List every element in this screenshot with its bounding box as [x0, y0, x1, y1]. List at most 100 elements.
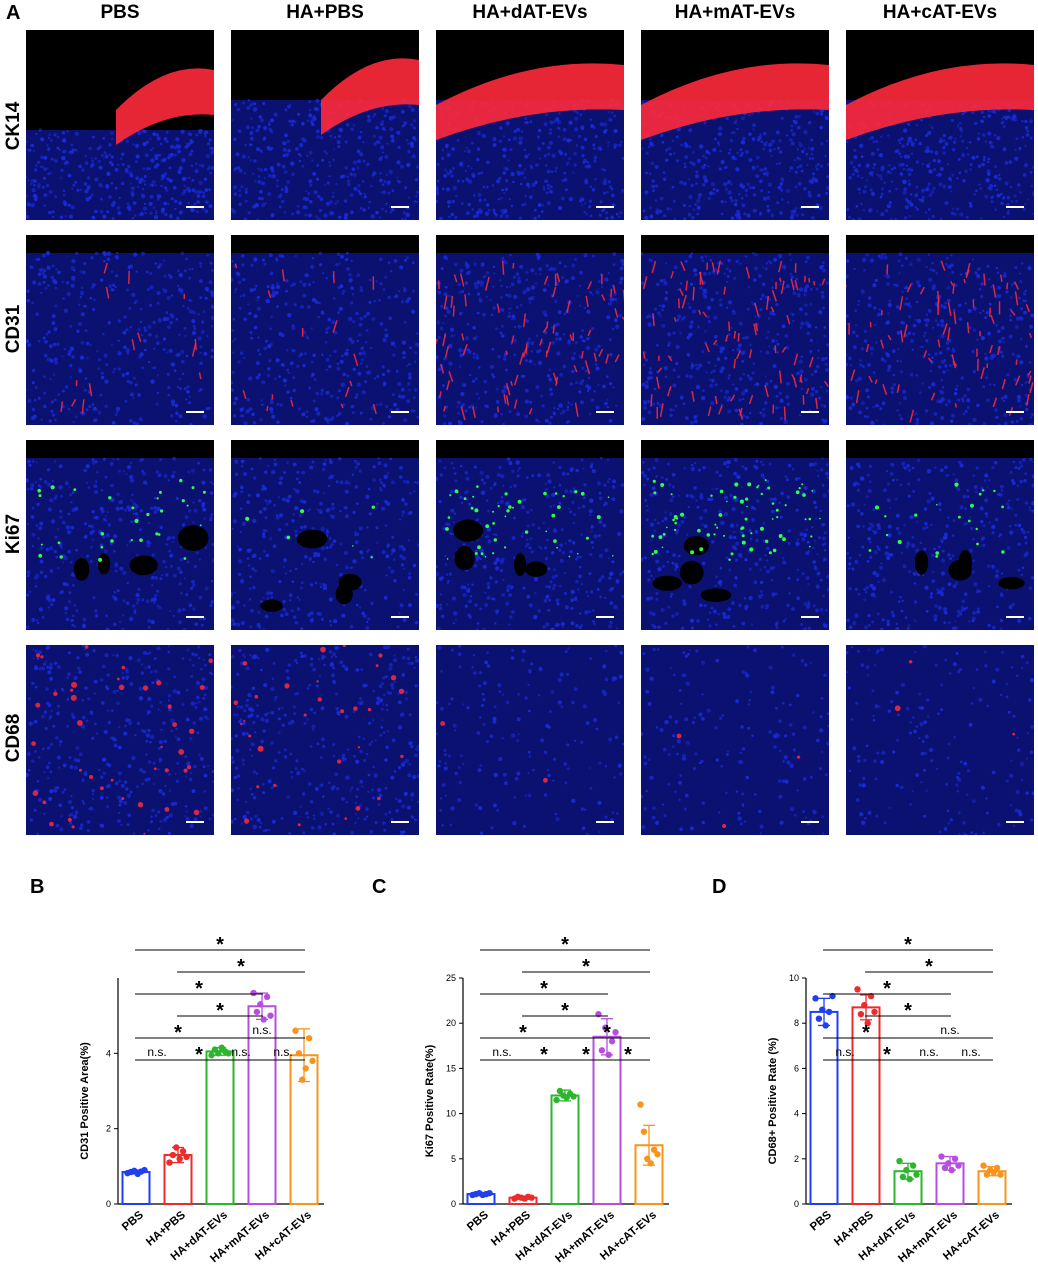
chart-ki67-positive-rate: 0510152025Ki67 Positive Rate(%)PBSHA+PBS…: [345, 880, 675, 1280]
cd68-data-point: [826, 1009, 832, 1015]
micrograph-cd68-ha-dat-evs: [436, 645, 624, 835]
ki67-data-point: [606, 1052, 612, 1058]
ki67-category-label: PBS: [465, 1209, 491, 1234]
micrograph-cd31-ha-cat-evs: [846, 235, 1034, 425]
column-header-ha-pbs: HA+PBS: [235, 2, 415, 24]
ki67-significance-label: n.s.: [492, 1045, 511, 1059]
cd31-data-point: [303, 1065, 309, 1071]
micrograph-cd31-ha-mat-evs: [641, 235, 829, 425]
cd31-data-point: [292, 1028, 298, 1034]
row-header-cd68: CD68: [3, 688, 25, 788]
micrograph-cd31-ha-pbs: [231, 235, 419, 425]
row-header-ki67: Ki67: [3, 484, 25, 584]
cd31-significance-label: n.s.: [147, 1045, 166, 1059]
cd68-data-point: [955, 1162, 961, 1168]
cd31-y-tick-label: 0: [106, 1199, 111, 1209]
cd31-significance-label: n.s.: [252, 1023, 271, 1037]
cd68-data-point: [819, 1006, 825, 1012]
micrograph-ki67-ha-mat-evs: [641, 440, 829, 630]
cd31-significance-label: n.s.: [273, 1045, 292, 1059]
cd31-data-point: [264, 994, 270, 1000]
column-header-ha-dat-evs: HA+dAT-EVs: [440, 2, 620, 24]
cd68-significance-label: n.s.: [940, 1023, 959, 1037]
cd31-data-point: [257, 1001, 263, 1007]
cd68-y-tick-label: 4: [794, 1109, 799, 1119]
cd68-y-tick-label: 2: [794, 1154, 799, 1164]
cd68-data-point: [938, 1153, 944, 1159]
cd68-data-point: [997, 1171, 1003, 1177]
micrograph-ki67-pbs: [26, 440, 214, 630]
cd31-data-point: [306, 1035, 312, 1041]
cd31-data-point: [173, 1144, 179, 1150]
cd31-significance-label: *: [195, 1044, 203, 1066]
cd31-significance-label: *: [237, 956, 245, 978]
cd31-data-point: [170, 1152, 176, 1158]
micrograph-cd31-ha-dat-evs: [436, 235, 624, 425]
row-header-ck14: CK14: [3, 76, 25, 176]
ki67-data-point: [654, 1151, 660, 1157]
cd31-significance-label: *: [195, 978, 203, 1000]
column-header-ha-cat-evs: HA+cAT-EVs: [850, 2, 1030, 24]
cd31-y-axis-label: CD31 Positive Area(%): [79, 1042, 91, 1160]
cd31-y-tick-label: 2: [106, 1124, 111, 1134]
cd68-data-point: [812, 995, 818, 1001]
cd68-data-point: [949, 1167, 955, 1173]
ki67-bar: [552, 1096, 579, 1204]
ki67-significance-label: *: [582, 956, 590, 978]
cd68-data-point: [913, 1171, 919, 1177]
cd31-y-tick-label: 4: [106, 1048, 111, 1058]
cd31-data-point: [299, 1077, 305, 1083]
micrograph-ki67-ha-dat-evs: [436, 440, 624, 630]
cd68-significance-label: n.s.: [919, 1045, 938, 1059]
ki67-data-point: [637, 1101, 643, 1107]
cd31-data-point: [296, 1050, 302, 1056]
cd31-data-point: [254, 1009, 260, 1015]
cd31-data-point: [208, 1052, 214, 1058]
cd68-data-point: [858, 1011, 864, 1017]
cd68-significance-label: n.s.: [835, 1045, 854, 1059]
cd68-data-point: [903, 1167, 909, 1173]
cd68-y-tick-label: 10: [789, 973, 799, 983]
cd31-significance-label: *: [216, 934, 224, 956]
cd68-data-point: [980, 1162, 986, 1168]
micrograph-ck14-ha-dat-evs: [436, 30, 624, 220]
cd31-significance-label: *: [216, 1000, 224, 1022]
cd31-data-point: [177, 1156, 183, 1162]
cd68-significance-label: *: [904, 934, 912, 956]
ki67-significance-label: *: [561, 1000, 569, 1022]
ki67-data-point: [553, 1097, 559, 1103]
ki67-significance-label: *: [540, 978, 548, 1000]
ki67-significance-label: *: [519, 1022, 527, 1044]
ki67-y-tick-label: 5: [451, 1154, 456, 1164]
cd68-data-point: [861, 1002, 867, 1008]
cd31-data-point: [141, 1167, 147, 1173]
cd68-y-tick-label: 6: [794, 1063, 799, 1073]
cd31-bar: [123, 1172, 150, 1204]
cd68-y-axis-label: CD68+ Positive Rate (%): [767, 1037, 779, 1164]
micrograph-ki67-ha-cat-evs: [846, 440, 1034, 630]
ki67-y-tick-label: 10: [446, 1109, 456, 1119]
cd31-data-point: [215, 1050, 221, 1056]
column-header-ha-mat-evs: HA+mAT-EVs: [645, 2, 825, 24]
cd68-significance-label: *: [883, 1044, 891, 1066]
cd68-data-point: [952, 1156, 958, 1162]
row-header-cd31: CD31: [3, 279, 25, 379]
chart-cd68-positive-rate: 0246810CD68+ Positive Rate (%)PBSHA+PBSH…: [688, 880, 1018, 1280]
cd68-y-tick-label: 8: [794, 1018, 799, 1028]
cd68-bar: [811, 1012, 838, 1204]
cd31-data-point: [180, 1148, 186, 1154]
micrograph-cd68-ha-pbs: [231, 645, 419, 835]
panel-label-a: A: [6, 2, 20, 25]
cd68-data-point: [871, 1009, 877, 1015]
micrograph-cd68-ha-cat-evs: [846, 645, 1034, 835]
cd68-data-point: [910, 1162, 916, 1168]
cd31-data-point: [166, 1159, 172, 1165]
cd31-data-point: [309, 1058, 315, 1064]
cd31-data-point: [250, 990, 256, 996]
cd68-data-point: [823, 1022, 829, 1028]
cd68-significance-label: *: [883, 978, 891, 1000]
cd68-data-point: [816, 1015, 822, 1021]
cd31-significance-label: n.s.: [231, 1045, 250, 1059]
cd68-significance-label: *: [925, 956, 933, 978]
